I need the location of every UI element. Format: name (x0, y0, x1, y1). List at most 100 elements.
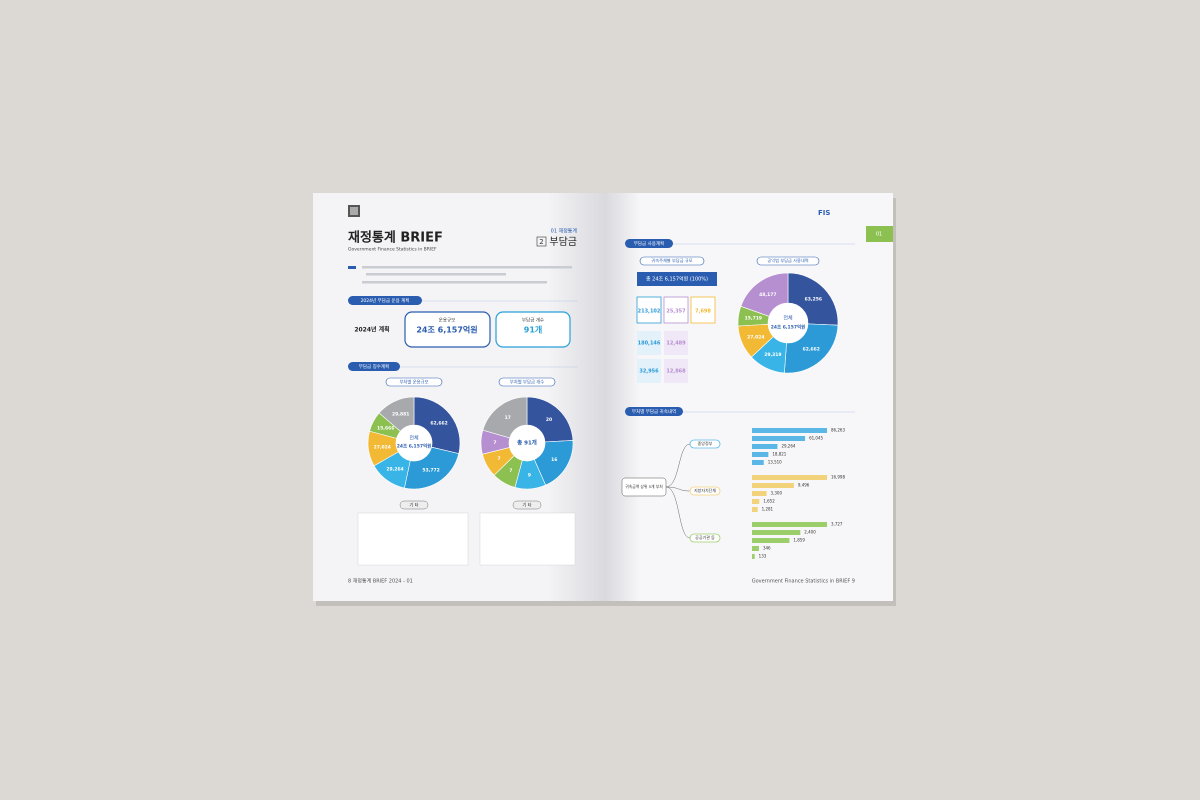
use-subbox (637, 359, 661, 383)
chart-pill (639, 256, 705, 266)
tab-label: 01 (876, 232, 882, 238)
use-value: 25,357 (666, 309, 686, 315)
chart-title: 공익법 부담금 사용내역 (767, 257, 808, 264)
chart-pill (385, 377, 443, 387)
segment-label: 15,666 (377, 426, 394, 432)
plan-label: 부담금 개수 (522, 317, 544, 324)
bar (752, 546, 759, 551)
heading: 부처별 부담금 귀속내역 (632, 408, 676, 415)
donut-segment (482, 396, 528, 439)
etc: 기 타 (409, 502, 418, 509)
segment-label: 9 (528, 472, 531, 478)
qr-inner (350, 207, 358, 215)
use-subvalue: 32,956 (639, 369, 659, 375)
segment-label: 62,662 (430, 421, 447, 427)
branch-label: 중앙정부 (698, 440, 713, 446)
bar (752, 428, 827, 433)
table (357, 512, 469, 566)
use-subbox (637, 331, 661, 355)
center-label: 총 91개 (517, 439, 537, 447)
heading-pill (348, 362, 400, 371)
bar (752, 436, 806, 441)
bar (752, 507, 758, 512)
bar-label: 13,510 (768, 460, 782, 465)
segment-label: 53,772 (422, 468, 439, 474)
use-box (636, 296, 662, 324)
intro-lines (348, 266, 572, 284)
use-box (663, 296, 689, 324)
center-label: 전체 (409, 435, 419, 442)
plan-value: 91개 (524, 325, 543, 335)
bar-label: 61,045 (809, 436, 823, 441)
chart-title: 부처별 운용규모 (399, 379, 428, 386)
topic: 부담금 (549, 236, 577, 248)
segment-label: 63,256 (805, 296, 822, 302)
segment-label: 7 (509, 468, 512, 474)
bar-label: 86,263 (831, 428, 845, 433)
segment-label: 27,024 (374, 445, 391, 451)
bar (752, 444, 778, 449)
root: 귀속금액 상위 5개 부처 (625, 484, 663, 489)
use-value: 7,698 (695, 309, 711, 315)
use-subvalue: 12,489 (666, 341, 686, 347)
branch-box (689, 439, 721, 449)
plan-box (404, 311, 491, 348)
donut-hole (509, 425, 545, 461)
center-label: 전체 (783, 315, 793, 322)
bar-label: 346 (763, 546, 771, 551)
bar (752, 483, 794, 488)
chart-pill (498, 377, 556, 387)
etc-pill (512, 500, 542, 510)
segment-label: 62,662 (803, 347, 820, 353)
tables (357, 512, 576, 566)
segment-label: 15,719 (745, 316, 762, 322)
bar-label: 2,400 (804, 530, 816, 535)
intro-line (362, 281, 547, 284)
segment-label: 29,319 (764, 352, 781, 358)
heading: 부담금 징수계획 (359, 363, 389, 370)
footer: Government Finance Statistics in BRIEF 9 (752, 579, 855, 585)
section: 01 재정통계 (551, 228, 578, 235)
topic-no: 2 (539, 238, 543, 246)
intro-tag (348, 266, 356, 269)
heading-pill (625, 407, 683, 416)
bar (752, 491, 767, 496)
intro-line (366, 273, 506, 276)
bar (752, 452, 769, 457)
segment-label: 17 (505, 415, 511, 421)
chart-title: 귀속주체별 부담금 규모 (651, 257, 692, 264)
segment-label: 20 (546, 417, 552, 423)
use-subvalue: 12,868 (666, 369, 686, 375)
bar-label: 1,281 (762, 507, 774, 512)
branch (665, 486, 691, 492)
bar (752, 538, 790, 543)
center-value: 24조 6,157억원 (397, 443, 431, 450)
chart-pill (756, 256, 820, 266)
bar (752, 460, 764, 465)
use-subbox (664, 331, 688, 355)
segment-label: 7 (493, 440, 496, 446)
heading-pill (625, 239, 673, 248)
segment-label: 7 (498, 456, 501, 462)
footer: 8 재정통계 BRIEF 2024 - 01 (348, 578, 413, 585)
total: 총 24조 6,157억원 (100%) (646, 276, 708, 283)
segment-label: 27,024 (747, 334, 764, 340)
bar (752, 475, 827, 480)
bar-label: 3,300 (771, 491, 783, 496)
right-page (606, 193, 893, 601)
segment-label: 29,881 (392, 411, 409, 417)
heading: 부담금 사용계획 (634, 240, 664, 247)
etc: 기 타 (522, 502, 531, 509)
bar-label: 29,264 (781, 444, 795, 449)
row-label: 2024년 계획 (354, 326, 389, 334)
bar-label: 1,652 (763, 499, 775, 504)
topic-box (536, 236, 547, 247)
branch-box (689, 486, 721, 496)
bar-label: 16,998 (831, 475, 845, 480)
donut-hole (396, 425, 432, 461)
bar-label: 18,821 (772, 452, 786, 457)
branch-label: 지방자치단체 (694, 487, 716, 493)
bar (752, 530, 801, 535)
